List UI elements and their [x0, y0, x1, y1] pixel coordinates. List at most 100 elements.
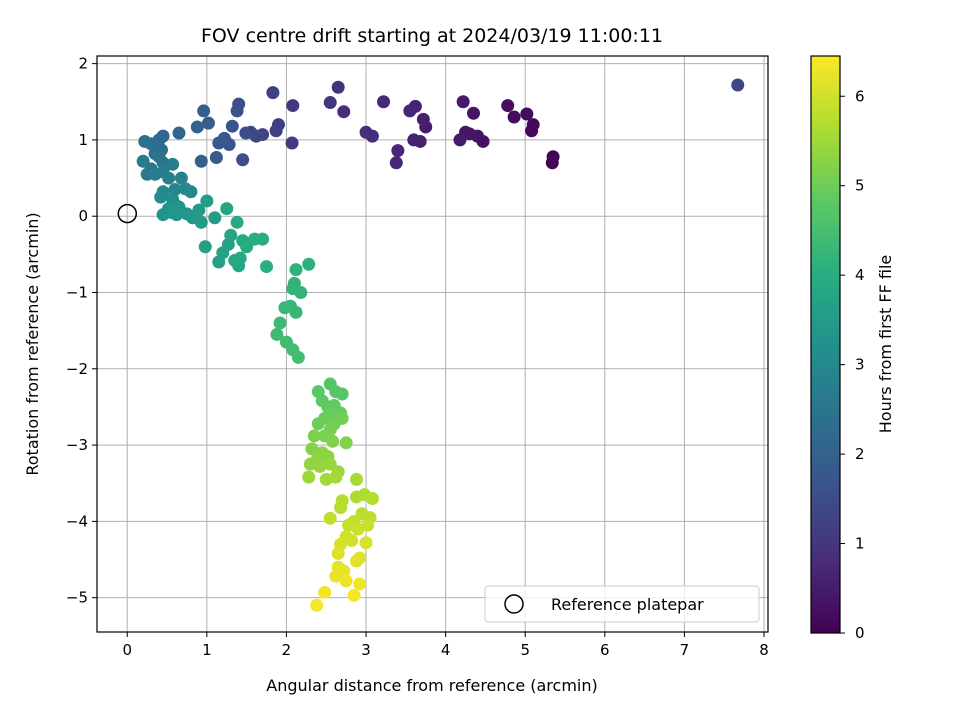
data-point — [230, 215, 244, 229]
data-point — [269, 124, 283, 138]
colorbar-tick-label: 3 — [855, 356, 865, 374]
y-axis-label: Rotation from reference (arcmin) — [23, 212, 42, 475]
colorbar-tick-label: 1 — [855, 535, 865, 553]
data-point — [331, 546, 345, 560]
data-point — [266, 86, 280, 100]
legend-box — [484, 585, 760, 623]
data-point — [347, 588, 361, 602]
data-point — [190, 120, 204, 134]
reference-marker — [117, 203, 138, 224]
y-tick-label: −5 — [66, 589, 88, 607]
data-point — [256, 232, 270, 246]
data-point — [731, 78, 745, 92]
plot-frame — [96, 55, 769, 633]
data-point — [170, 208, 184, 222]
data-point — [154, 190, 168, 204]
data-point — [305, 442, 319, 456]
data-point — [291, 350, 305, 364]
colorbar-tick-label: 4 — [855, 266, 865, 284]
data-point — [201, 116, 215, 130]
data-point — [359, 125, 373, 139]
data-point — [353, 577, 367, 591]
data-point — [285, 136, 299, 150]
data-point — [313, 459, 327, 473]
y-axis-ticks: 2 1 0 −1 −2 −3 −4 −5 — [66, 55, 97, 607]
x-tick-label: 5 — [520, 641, 530, 659]
data-point — [198, 240, 212, 254]
data-point — [501, 99, 515, 113]
data-point — [389, 156, 403, 170]
data-point — [323, 96, 337, 110]
data-point — [194, 154, 208, 168]
data-point — [310, 598, 324, 612]
x-axis-ticks: 0 1 2 3 4 5 6 7 8 — [122, 632, 769, 659]
data-point — [349, 472, 363, 486]
data-point — [337, 105, 351, 119]
data-point — [138, 134, 152, 148]
y-tick-label: −2 — [66, 360, 88, 378]
x-tick-label: 4 — [441, 641, 451, 659]
x-tick-label: 0 — [122, 641, 132, 659]
data-point — [174, 171, 188, 185]
data-point — [156, 156, 170, 170]
scatter-points — [136, 78, 745, 612]
data-point — [286, 99, 300, 113]
data-point — [302, 257, 316, 271]
data-point — [278, 301, 292, 315]
data-point — [289, 263, 303, 277]
data-point — [365, 491, 379, 505]
data-point — [233, 251, 247, 265]
data-point — [335, 387, 349, 401]
data-point — [545, 156, 559, 170]
data-point — [453, 133, 467, 147]
data-point — [230, 104, 244, 118]
y-tick-label: 0 — [78, 207, 88, 225]
x-tick-label: 6 — [600, 641, 610, 659]
y-tick-label: 2 — [78, 55, 88, 73]
colorbar-tick-label: 5 — [855, 177, 865, 195]
x-tick-label: 8 — [759, 641, 769, 659]
data-point — [184, 185, 198, 199]
colorbar-tick-label: 2 — [855, 445, 865, 463]
data-point — [224, 228, 238, 242]
data-point — [239, 126, 253, 140]
data-point — [166, 157, 180, 171]
y-tick-label: −3 — [66, 436, 88, 454]
data-point — [273, 316, 287, 330]
data-point — [270, 327, 284, 341]
data-point — [456, 95, 470, 109]
data-point — [329, 569, 343, 583]
data-point — [323, 511, 337, 525]
y-tick-label: −1 — [66, 284, 88, 302]
legend-label: Reference platepar — [551, 595, 704, 614]
x-tick-label: 3 — [361, 641, 371, 659]
data-point — [294, 286, 308, 300]
colorbar — [810, 55, 841, 634]
data-point — [391, 144, 405, 158]
data-point — [172, 126, 186, 140]
data-point — [351, 522, 365, 536]
data-point — [162, 171, 176, 185]
data-point — [209, 150, 223, 164]
data-point — [339, 436, 353, 450]
data-point — [520, 107, 534, 121]
x-tick-label: 7 — [680, 641, 690, 659]
data-point — [225, 119, 239, 133]
colorbar-label: Hours from first FF file — [876, 255, 895, 434]
data-point — [192, 203, 206, 217]
chart-title: FOV centre drift starting at 2024/03/19 … — [201, 25, 663, 47]
x-axis-label: Angular distance from reference (arcmin) — [266, 676, 597, 695]
data-point — [307, 429, 321, 443]
data-point — [335, 411, 349, 425]
data-point — [334, 501, 348, 515]
data-point — [329, 470, 343, 484]
data-point — [377, 95, 391, 109]
legend-marker — [504, 594, 524, 614]
data-point — [403, 104, 417, 118]
colorbar-tick-label: 6 — [855, 87, 865, 105]
data-point — [311, 417, 325, 431]
data-point — [349, 554, 363, 568]
data-point — [212, 136, 226, 150]
data-point — [466, 106, 480, 120]
